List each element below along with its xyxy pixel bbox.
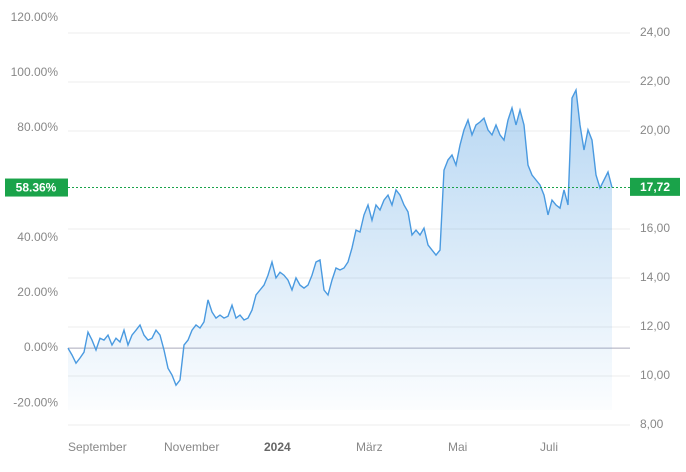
y-tick-label: 120.00% [11,10,59,24]
y2-tick-label: 12,00 [640,319,670,333]
area [68,90,612,410]
y2-tick-label: 10,00 [640,368,670,382]
y2-tick-label: 16,00 [640,221,670,235]
current-label: 58.36% [16,181,57,195]
y-tick-label: 20.00% [17,285,58,299]
y2-tick-label: 20,00 [640,123,670,137]
x-tick-label: 2024 [264,440,291,454]
price-badge [630,177,680,196]
line [67,87,613,387]
x-tick-label: März [356,440,383,454]
y-tick-label: -20.00% [13,395,58,409]
y-tick-label: 40.00% [17,230,58,244]
x-tick-label: November [164,440,219,454]
price-label: 17,72 [640,180,670,194]
y2-tick-label: 22,00 [640,74,670,88]
current-badge [5,178,68,197]
y-tick-label: 0.00% [24,340,58,354]
y2-tick-label: 14,00 [640,270,670,284]
x-tick-label: September [68,440,127,454]
y2-tick-label: 8,00 [640,417,664,431]
y-tick-label: 80.00% [17,120,58,134]
y-tick-label: 100.00% [11,65,59,79]
x-tick-label: Mai [448,440,467,454]
y2-tick-label: 24,00 [640,25,670,39]
x-tick-label: Juli [540,440,558,454]
